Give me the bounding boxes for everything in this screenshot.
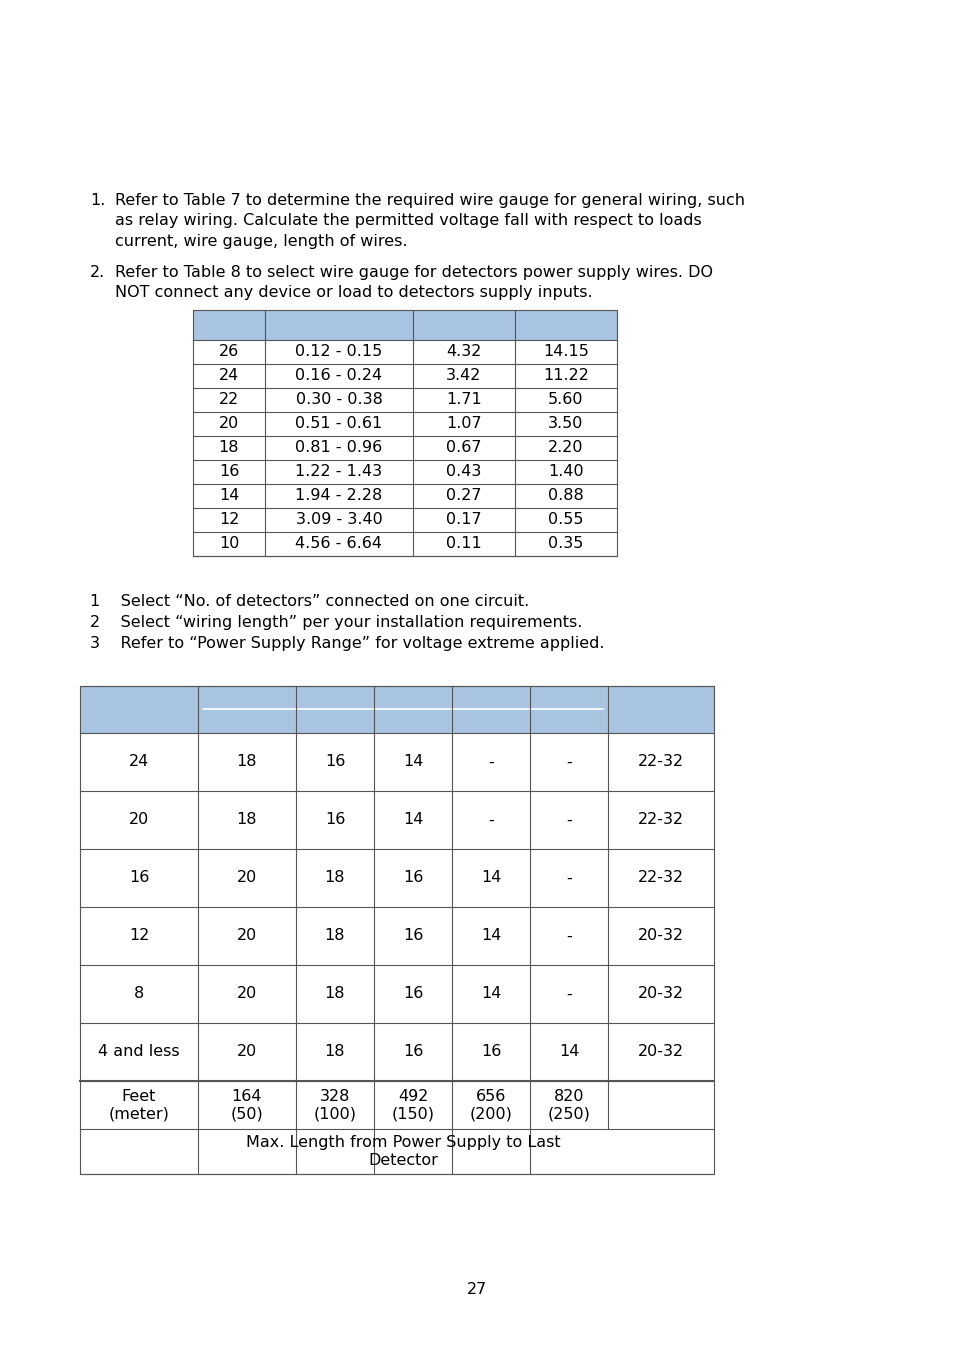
Text: 1.: 1.: [90, 193, 105, 208]
Text: 0.55: 0.55: [548, 512, 583, 527]
Text: 18: 18: [236, 812, 257, 828]
Text: 20: 20: [218, 416, 239, 431]
Text: 18: 18: [324, 1044, 345, 1059]
Text: 12: 12: [129, 928, 149, 943]
Text: 20: 20: [129, 812, 149, 828]
Text: 22-32: 22-32: [638, 870, 683, 885]
Text: 1.71: 1.71: [446, 393, 481, 408]
Text: 18: 18: [324, 986, 345, 1001]
Bar: [198, 686, 607, 734]
Text: 10: 10: [218, 536, 239, 551]
Text: 4 and less: 4 and less: [98, 1044, 179, 1059]
Text: 20: 20: [236, 928, 257, 943]
Text: Feet
(meter): Feet (meter): [109, 1089, 170, 1121]
Text: 20: 20: [236, 1044, 257, 1059]
Text: 20: 20: [236, 870, 257, 885]
Text: 3.09 - 3.40: 3.09 - 3.40: [295, 512, 382, 527]
Bar: [193, 309, 617, 557]
Text: Refer to Table 7 to determine the required wire gauge for general wiring, such
a: Refer to Table 7 to determine the requir…: [115, 193, 744, 249]
Text: 4.56 - 6.64: 4.56 - 6.64: [295, 536, 382, 551]
Text: 24: 24: [218, 369, 239, 384]
Text: 14: 14: [402, 754, 423, 770]
Text: 20-32: 20-32: [638, 928, 683, 943]
Text: 2.: 2.: [90, 265, 105, 280]
Text: 820
(250): 820 (250): [547, 1089, 590, 1121]
Text: -: -: [565, 754, 571, 770]
Text: 5.60: 5.60: [548, 393, 583, 408]
Text: 0.67: 0.67: [446, 440, 481, 455]
Text: 164
(50): 164 (50): [231, 1089, 263, 1121]
Text: 3.50: 3.50: [548, 416, 583, 431]
Text: 14: 14: [480, 870, 500, 885]
Text: 4.32: 4.32: [446, 345, 481, 359]
Text: 2    Select “wiring length” per your installation requirements.: 2 Select “wiring length” per your instal…: [90, 615, 581, 630]
Text: 16: 16: [402, 1044, 423, 1059]
Text: 0.16 - 0.24: 0.16 - 0.24: [295, 369, 382, 384]
Text: 22-32: 22-32: [638, 812, 683, 828]
Text: 14: 14: [402, 812, 423, 828]
Text: 0.88: 0.88: [548, 489, 583, 504]
Text: 0.51 - 0.61: 0.51 - 0.61: [295, 416, 382, 431]
Text: 16: 16: [324, 754, 345, 770]
Text: 18: 18: [324, 870, 345, 885]
Text: 22-32: 22-32: [638, 754, 683, 770]
Text: 1.07: 1.07: [446, 416, 481, 431]
Text: 0.43: 0.43: [446, 465, 481, 480]
Text: 20: 20: [236, 986, 257, 1001]
Text: 22: 22: [218, 393, 239, 408]
Bar: [193, 309, 617, 340]
Text: 26: 26: [218, 345, 239, 359]
Text: 328
(100): 328 (100): [314, 1089, 356, 1121]
Bar: [80, 686, 713, 1174]
Text: 0.81 - 0.96: 0.81 - 0.96: [295, 440, 382, 455]
Text: Max. Length from Power Supply to Last
Detector: Max. Length from Power Supply to Last De…: [246, 1135, 559, 1167]
Text: 492
(150): 492 (150): [391, 1089, 434, 1121]
Text: 16: 16: [324, 812, 345, 828]
Text: 16: 16: [402, 870, 423, 885]
Text: -: -: [488, 812, 494, 828]
Text: -: -: [488, 754, 494, 770]
Text: 16: 16: [480, 1044, 500, 1059]
Text: Refer to Table 8 to select wire gauge for detectors power supply wires. DO
NOT c: Refer to Table 8 to select wire gauge fo…: [115, 265, 712, 300]
Text: 0.30 - 0.38: 0.30 - 0.38: [295, 393, 382, 408]
Text: 14: 14: [480, 928, 500, 943]
Text: 656
(200): 656 (200): [469, 1089, 512, 1121]
Text: -: -: [565, 986, 571, 1001]
Text: 16: 16: [218, 465, 239, 480]
Text: -: -: [565, 812, 571, 828]
Text: 24: 24: [129, 754, 149, 770]
Text: 18: 18: [236, 754, 257, 770]
Text: 18: 18: [324, 928, 345, 943]
Text: -: -: [565, 928, 571, 943]
Text: 16: 16: [129, 870, 149, 885]
Text: 0.12 - 0.15: 0.12 - 0.15: [295, 345, 382, 359]
Text: 14: 14: [480, 986, 500, 1001]
Text: 16: 16: [402, 928, 423, 943]
Text: 16: 16: [402, 986, 423, 1001]
Text: 27: 27: [466, 1282, 487, 1297]
Bar: [80, 686, 198, 734]
Text: 14.15: 14.15: [542, 345, 588, 359]
Text: 3    Refer to “Power Supply Range” for voltage extreme applied.: 3 Refer to “Power Supply Range” for volt…: [90, 636, 604, 651]
Text: 11.22: 11.22: [542, 369, 588, 384]
Text: 0.35: 0.35: [548, 536, 583, 551]
Text: 20-32: 20-32: [638, 986, 683, 1001]
Text: 18: 18: [218, 440, 239, 455]
Text: 14: 14: [558, 1044, 578, 1059]
Text: 0.11: 0.11: [446, 536, 481, 551]
Text: 1.22 - 1.43: 1.22 - 1.43: [295, 465, 382, 480]
Text: 1    Select “No. of detectors” connected on one circuit.: 1 Select “No. of detectors” connected on…: [90, 594, 529, 609]
Text: 0.17: 0.17: [446, 512, 481, 527]
Bar: [607, 686, 713, 734]
Text: 12: 12: [218, 512, 239, 527]
Text: 14: 14: [218, 489, 239, 504]
Text: 1.94 - 2.28: 1.94 - 2.28: [295, 489, 382, 504]
Text: 8: 8: [133, 986, 144, 1001]
Text: -: -: [565, 870, 571, 885]
Text: 2.20: 2.20: [548, 440, 583, 455]
Text: 20-32: 20-32: [638, 1044, 683, 1059]
Text: 0.27: 0.27: [446, 489, 481, 504]
Text: 1.40: 1.40: [548, 465, 583, 480]
Text: 3.42: 3.42: [446, 369, 481, 384]
